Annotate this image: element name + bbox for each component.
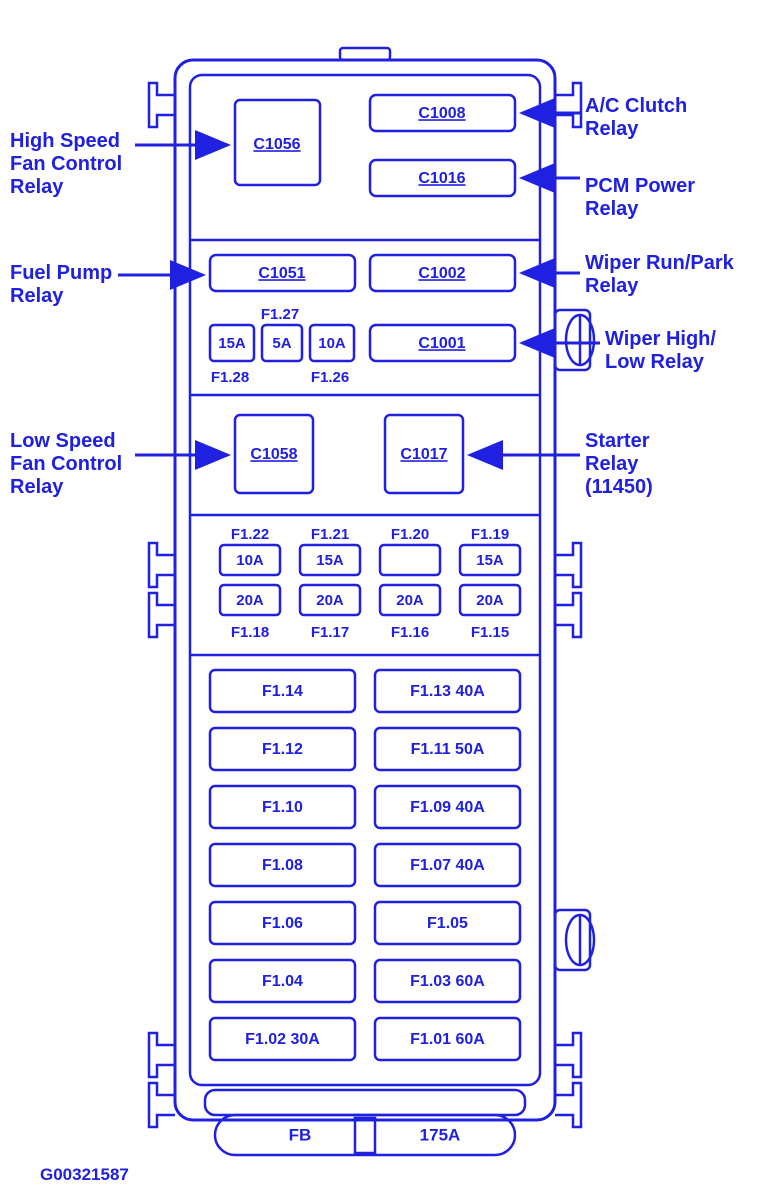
fuse-f128-label: F1.28	[211, 369, 249, 386]
mid-fuse-value: 20A	[316, 592, 344, 609]
mid-fuse-value: 15A	[316, 552, 344, 569]
relay-c1002-label: C1002	[418, 265, 465, 282]
amp-label: 175A	[420, 1125, 461, 1144]
mid-fuse-top-label: F1.20	[391, 526, 429, 543]
relay-c1056-label: C1056	[253, 136, 300, 153]
callout-label: Wiper High/Low Relay	[605, 328, 716, 374]
large-fuse-label: F1.13 40A	[410, 683, 485, 700]
relay-c1016-label: C1016	[418, 170, 465, 187]
large-fuse-label: F1.11 50A	[411, 741, 485, 758]
large-fuse-label: F1.12	[262, 741, 303, 758]
large-fuse-label: F1.07 40A	[410, 857, 485, 874]
fuse-f127-label: F1.27	[261, 306, 299, 323]
mid-fuse-value: 15A	[476, 552, 504, 569]
top-tab	[340, 48, 390, 60]
callout-label: Fuel PumpRelay	[10, 262, 112, 308]
relay-c1008-label: C1008	[418, 105, 465, 122]
large-fuse-label: F1.03 60A	[410, 973, 485, 990]
enclosure-inner	[190, 75, 540, 1085]
large-fuse-grid: F1.14 F1.13 40A F1.12 F1.11 50A F1.10 F1.09 4…	[210, 670, 520, 1060]
large-fuse-label: F1.09 40A	[410, 799, 485, 816]
callout-label: Low SpeedFan ControlRelay	[10, 430, 122, 499]
connector-right-1	[555, 310, 594, 370]
clips-left	[149, 83, 175, 1127]
large-fuse-label: F1.10	[262, 799, 303, 816]
mid-fuse-bot-label: F1.15	[471, 624, 509, 641]
mid-fuse-value: 20A	[396, 592, 424, 609]
callout-label: High SpeedFan ControlRelay	[10, 130, 122, 199]
relay-c1058-label: C1058	[250, 446, 297, 463]
callout-label: PCM PowerRelay	[585, 175, 695, 221]
large-fuse-label: F1.01 60A	[410, 1031, 485, 1048]
mid-fuse-grid: F1.22 10A 20A F1.18 F1.21 15A 20A F1.17 F1.20 20A…	[220, 526, 520, 641]
large-fuse-label: F1.14	[262, 683, 303, 700]
relay-c1001-label: C1001	[418, 335, 465, 352]
callout-label: Wiper Run/ParkRelay	[585, 252, 734, 298]
fuse-15a: 15A	[218, 335, 246, 352]
mid-fuse-top-label: F1.21	[311, 526, 349, 543]
large-fuse-label: F1.02 30A	[245, 1031, 320, 1048]
callout-label: A/C ClutchRelay	[585, 95, 687, 141]
mid-fuse-top-label: F1.22	[231, 526, 269, 543]
fb-label: FB	[289, 1125, 312, 1144]
bottom-connector	[205, 1090, 525, 1155]
fuse-f126-label: F1.26	[311, 369, 349, 386]
fuse-10a: 10A	[318, 335, 346, 352]
relay-c1051-label: C1051	[258, 265, 305, 282]
mid-fuse-top-label: F1.19	[471, 526, 509, 543]
mid-fuse-value: 20A	[476, 592, 504, 609]
large-fuse-label: F1.06	[262, 915, 303, 932]
fuse-5a: 5A	[272, 335, 291, 352]
large-fuse-label: F1.08	[262, 857, 303, 874]
large-fuse-label: F1.05	[427, 915, 468, 932]
large-fuse-label: F1.04	[262, 973, 303, 990]
mid-fuse-bot-label: F1.16	[391, 624, 429, 641]
mid-fuse-bot-label: F1.18	[231, 624, 269, 641]
mid-fuse-bot-label: F1.17	[311, 624, 349, 641]
relay-c1017-label: C1017	[400, 446, 447, 463]
connector-right-2	[555, 910, 594, 970]
mid-fuse-value: 10A	[236, 552, 264, 569]
footer-id: G00321587	[40, 1165, 129, 1185]
callout-label: StarterRelay(11450)	[585, 430, 653, 499]
mid-fuse-value: 20A	[236, 592, 264, 609]
